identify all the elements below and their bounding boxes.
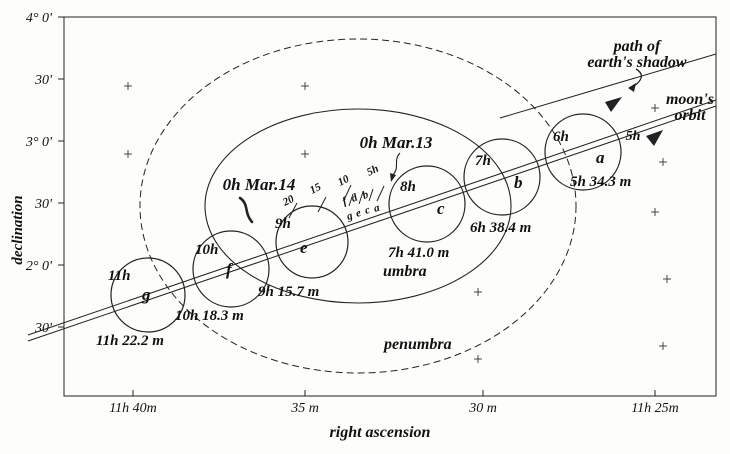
svg-text:10h 18.3 m: 10h 18.3 m — [175, 308, 244, 324]
svg-text:6h 38.4 m: 6h 38.4 m — [470, 220, 531, 236]
svg-text:11h 22.2 m: 11h 22.2 m — [96, 333, 164, 349]
svg-text:earth's shadow: earth's shadow — [587, 54, 686, 71]
svg-text:c: c — [437, 199, 445, 218]
svg-text:penumbra: penumbra — [382, 336, 452, 353]
svg-text:9h 15.7 m: 9h 15.7 m — [258, 284, 319, 300]
svg-text:path of: path of — [612, 38, 662, 55]
svg-text:30': 30' — [34, 73, 53, 88]
svg-text:2° 0': 2° 0' — [26, 259, 53, 274]
svg-text:e: e — [300, 238, 308, 257]
svg-text:5h: 5h — [626, 129, 641, 144]
svg-text:8h: 8h — [400, 179, 416, 195]
svg-text:0h Mar.14: 0h Mar.14 — [223, 175, 296, 194]
svg-text:6h: 6h — [553, 129, 569, 145]
svg-text:4° 0': 4° 0' — [26, 11, 53, 26]
svg-text:5h 34.3 m: 5h 34.3 m — [570, 174, 631, 190]
svg-text:0h Mar.13: 0h Mar.13 — [360, 133, 433, 152]
svg-text:umbra: umbra — [383, 263, 427, 280]
svg-text:10h: 10h — [195, 242, 218, 258]
svg-text:35 m: 35 m — [290, 401, 319, 416]
svg-text:3° 0': 3° 0' — [25, 135, 53, 150]
svg-text:orbit: orbit — [674, 107, 706, 124]
svg-text:b: b — [514, 173, 523, 192]
svg-text:a: a — [596, 148, 605, 167]
svg-text:11h: 11h — [108, 268, 131, 284]
svg-text:declination: declination — [10, 195, 26, 264]
svg-text:moon's: moon's — [666, 91, 714, 108]
svg-text:30 m: 30 m — [468, 401, 497, 416]
svg-text:7h 41.0 m: 7h 41.0 m — [388, 245, 449, 261]
svg-text:11h 25m: 11h 25m — [631, 401, 679, 416]
svg-text:right ascension: right ascension — [330, 424, 431, 441]
svg-text:g: g — [141, 285, 151, 304]
svg-text:7h: 7h — [475, 153, 491, 169]
svg-text:11h 40m: 11h 40m — [109, 401, 157, 416]
svg-text:9h: 9h — [275, 216, 291, 232]
svg-text:30': 30' — [34, 197, 53, 212]
